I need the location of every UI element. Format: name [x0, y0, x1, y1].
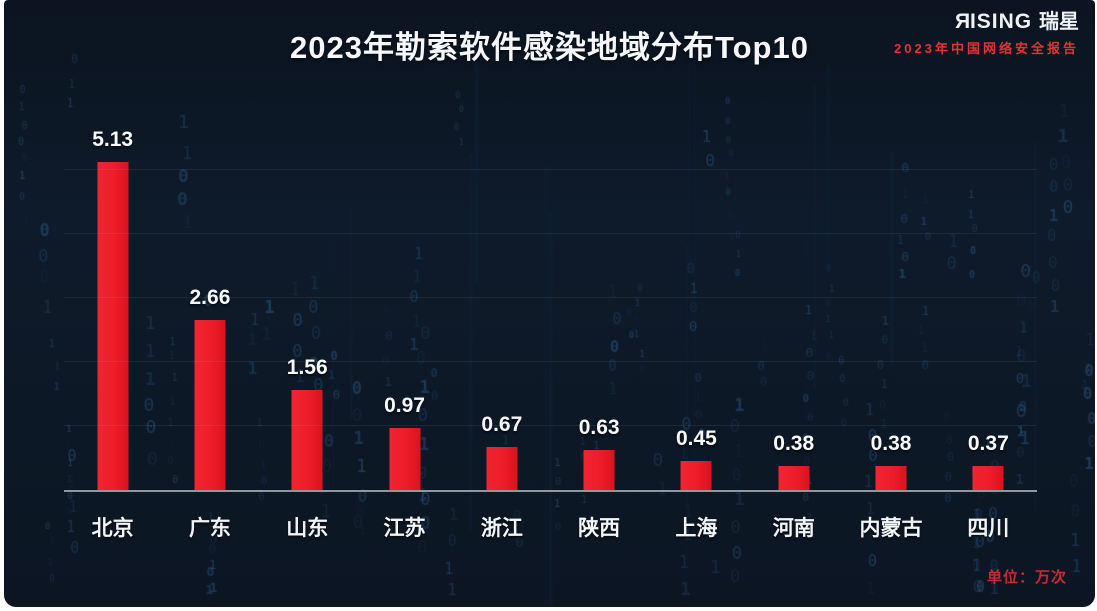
gridline: [64, 169, 1037, 170]
bar: [778, 465, 810, 490]
logo-rest: ISING: [969, 10, 1033, 33]
bar-value-label: 1.56: [286, 356, 328, 380]
bar-value-label: 0.38: [773, 431, 815, 455]
bar: [583, 449, 615, 490]
bar: [680, 461, 712, 490]
bar: [194, 319, 226, 490]
category-label: 浙江: [480, 517, 523, 540]
bar: [486, 447, 518, 490]
rising-logo: RISING 瑞星: [894, 10, 1079, 33]
category-label: 四川: [967, 517, 1010, 540]
gridline: [64, 361, 1037, 362]
gridline: [64, 233, 1037, 234]
report-subtitle: 2023年中国网络安全报告: [894, 41, 1079, 57]
bar-value-label: 0.97: [384, 393, 425, 417]
bar-column: 1.56 山东: [259, 108, 356, 540]
category-label: 上海: [675, 517, 718, 540]
binary-rain-background: [4, 0, 1095, 607]
bar-value-label: 0.45: [675, 427, 717, 451]
bar-column: 0.63 陕西: [550, 108, 647, 540]
category-label: 广东: [188, 517, 231, 540]
bar-column: 2.66 广东: [161, 108, 258, 540]
bar-columns: 5.13 北京 2.66 广东 1.56 山东 0.97 江苏 0.67 浙江 0.63 陕西 0.45…: [64, 108, 1037, 540]
chart-title: 2023年勒索软件感染地域分布Top10: [290, 30, 809, 65]
category-label: 北京: [91, 517, 134, 540]
category-label: 内蒙古: [859, 517, 923, 540]
bar: [389, 427, 421, 490]
bar-column: 0.38 内蒙古: [842, 108, 939, 540]
bar-column: 0.37 四川: [940, 108, 1037, 540]
category-label: 河南: [772, 517, 815, 540]
category-label: 江苏: [383, 517, 426, 540]
bar-column: 0.97 江苏: [356, 108, 453, 540]
bar: [972, 466, 1004, 490]
bar-column: 0.67 浙江: [453, 108, 550, 540]
bar-value-label: 0.63: [578, 415, 620, 439]
logo-chinese: 瑞星: [1039, 11, 1079, 33]
unit-note: 单位：万次: [986, 569, 1067, 586]
bar: [291, 390, 323, 490]
bar: [875, 465, 907, 490]
brand-block: RISING 瑞星 2023年中国网络安全报告: [894, 10, 1079, 57]
gridline: [64, 297, 1037, 298]
bar-column: 0.38 河南: [745, 108, 842, 540]
logo-reversed-r: R: [953, 10, 970, 33]
bar-chart: 5.13 北京 2.66 广东 1.56 山东 0.97 江苏 0.67 浙江 0.63 陕西 0.45…: [64, 108, 1037, 540]
bar-value-label: 0.38: [870, 431, 912, 455]
bar-value-label: 0.67: [481, 413, 523, 437]
chart-panel: 2023年勒索软件感染地域分布Top10 RISING 瑞星 2023年中国网络…: [4, 0, 1095, 607]
bar: [97, 161, 129, 490]
category-label: 陕西: [578, 517, 621, 540]
bar-value-label: 5.13: [92, 127, 134, 151]
bar-value-label: 2.66: [189, 285, 231, 309]
gridline: [64, 425, 1037, 426]
bar-value-label: 0.37: [967, 432, 1009, 456]
bar-column: 5.13 北京: [64, 108, 161, 540]
category-label: 山东: [286, 517, 329, 540]
bar-column: 0.45 上海: [648, 108, 745, 540]
